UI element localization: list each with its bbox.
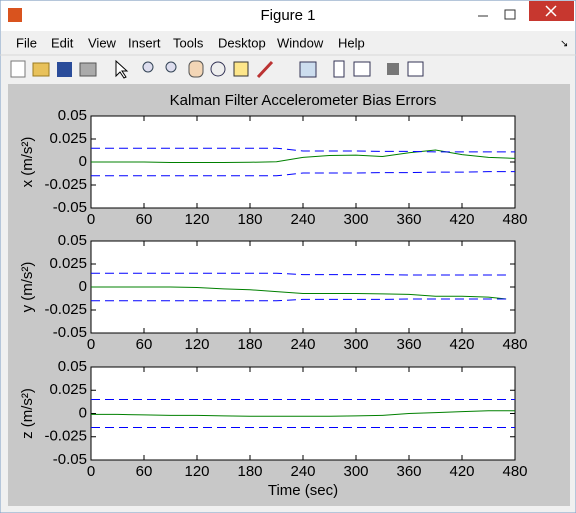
- app-icon: [8, 8, 22, 22]
- dock-arrow[interactable]: ↘: [560, 39, 568, 50]
- x-tick-label: 0: [87, 336, 95, 353]
- y-tick-label: 0.025: [49, 130, 87, 147]
- y-tick-label: 0.05: [58, 358, 87, 375]
- y-tick-label: -0.05: [53, 199, 87, 216]
- x-tick-label: 480: [502, 211, 527, 228]
- series-line: [91, 272, 507, 276]
- series-line: [91, 286, 507, 300]
- save-button[interactable]: [57, 62, 72, 77]
- y-tick-label: 0: [79, 278, 87, 295]
- menu-bar: File Edit View Insert Tools Desktop Window Help: [16, 35, 365, 50]
- x-tick-label: 420: [449, 463, 474, 480]
- menu-item[interactable]: Tools: [173, 35, 204, 50]
- y-tick-label: -0.05: [53, 324, 87, 341]
- x-tick-label: 180: [237, 463, 262, 480]
- x-tick-label: 480: [502, 336, 527, 353]
- x-tick-label: 120: [184, 211, 209, 228]
- y-tick-label: 0.05: [58, 107, 87, 124]
- hide-tools-button[interactable]: [387, 63, 399, 75]
- colorbar-button[interactable]: [333, 60, 345, 78]
- brush-button[interactable]: [256, 60, 274, 79]
- x-tick-label: 420: [449, 211, 474, 228]
- close-icon: [545, 5, 557, 17]
- open-button[interactable]: [32, 62, 50, 77]
- y-tick-label: -0.025: [44, 428, 87, 445]
- y-tick-label: -0.025: [44, 301, 87, 318]
- x-tick-label: 300: [343, 463, 368, 480]
- x-tick-label: 120: [184, 463, 209, 480]
- y-tick-label: -0.05: [53, 451, 87, 468]
- menu-item[interactable]: Insert: [128, 35, 161, 50]
- y-tick-label: 0.025: [49, 381, 87, 398]
- x-tick-label: 0: [87, 463, 95, 480]
- y-tick-label: 0.05: [58, 232, 87, 249]
- menu-item[interactable]: View: [88, 35, 117, 50]
- x-tick-label: 60: [136, 463, 153, 480]
- x-tick-label: 60: [136, 211, 153, 228]
- axes: [90, 366, 516, 461]
- pan-button[interactable]: [188, 60, 204, 78]
- x-tick-label: 300: [343, 336, 368, 353]
- x-tick-label: 240: [290, 211, 315, 228]
- menu-item[interactable]: Edit: [51, 35, 74, 50]
- y-tick-label: -0.025: [44, 176, 87, 193]
- x-tick-label: 300: [343, 211, 368, 228]
- y-tick-label: 0.025: [49, 255, 87, 272]
- zoom-out-button[interactable]: [165, 61, 177, 73]
- menu-item[interactable]: Window: [277, 35, 324, 50]
- y-tick-label: 0: [79, 153, 87, 170]
- x-tick-label: 240: [290, 463, 315, 480]
- x-tick-label: 360: [396, 211, 421, 228]
- x-tick-label: 120: [184, 336, 209, 353]
- toolbar: [10, 59, 424, 79]
- menu-item[interactable]: Help: [338, 35, 365, 50]
- window-title: Figure 1: [260, 7, 315, 24]
- menu-item[interactable]: File: [16, 35, 37, 50]
- y-axis-label: x (m/s²): [19, 137, 36, 188]
- y-axis-label: y (m/s²): [19, 262, 36, 313]
- menu-item[interactable]: Desktop: [218, 35, 266, 50]
- series-line: [91, 171, 515, 177]
- print-button[interactable]: [79, 62, 97, 77]
- x-tick-label: 180: [237, 211, 262, 228]
- series-line: [91, 147, 515, 153]
- x-tick-label: 0: [87, 211, 95, 228]
- maximize-button[interactable]: [504, 9, 516, 20]
- legend-button[interactable]: [353, 61, 371, 77]
- series-line: [91, 410, 515, 417]
- x-tick-label: 360: [396, 336, 421, 353]
- x-axis-label: Time (sec): [268, 482, 338, 499]
- x-tick-label: 240: [290, 336, 315, 353]
- x-tick-label: 180: [237, 336, 262, 353]
- x-tick-label: 420: [449, 336, 474, 353]
- y-axis-label: z (m/s²): [19, 388, 36, 439]
- series-line: [91, 298, 507, 302]
- chart-title: Kalman Filter Accelerometer Bias Errors: [170, 92, 437, 109]
- x-tick-label: 360: [396, 463, 421, 480]
- link-button[interactable]: [299, 61, 317, 78]
- new-button[interactable]: [10, 60, 26, 78]
- zoom-in-button[interactable]: [142, 61, 154, 73]
- x-tick-label: 60: [136, 336, 153, 353]
- pointer-button[interactable]: [115, 59, 129, 79]
- show-tools-button[interactable]: [407, 61, 424, 77]
- x-tick-label: 480: [502, 463, 527, 480]
- y-tick-label: 0: [79, 404, 87, 421]
- rotate-button[interactable]: [210, 61, 226, 77]
- datacursor-button[interactable]: [233, 61, 249, 77]
